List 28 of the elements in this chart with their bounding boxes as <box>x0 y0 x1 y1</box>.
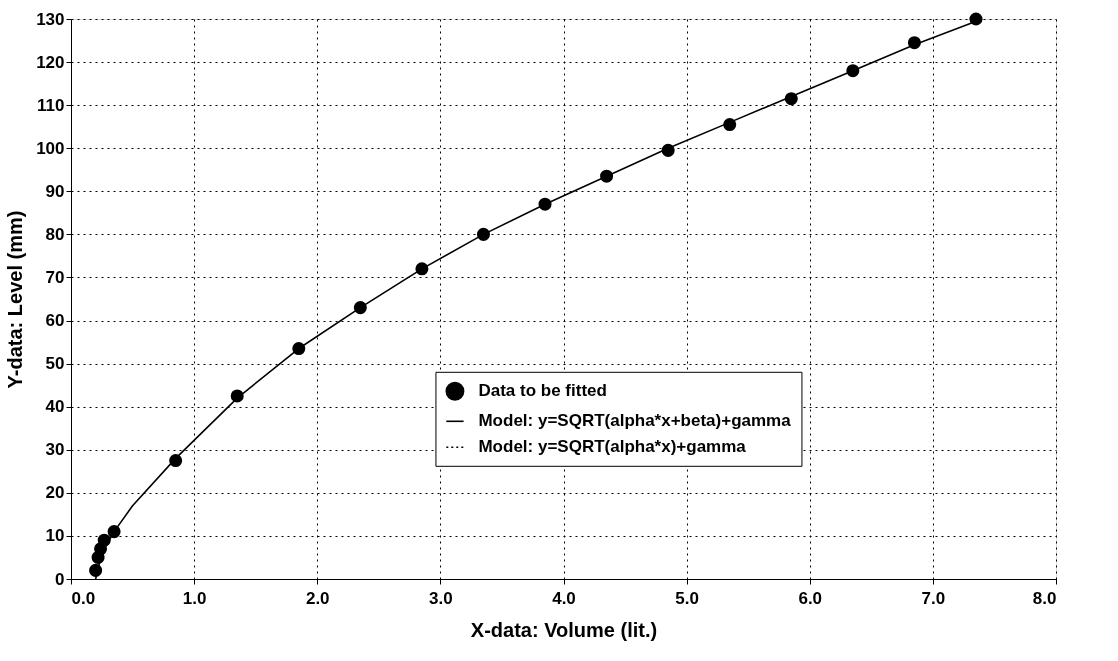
y-tick-label: 60 <box>45 311 65 331</box>
legend-label: Model: y=SQRT(alpha*x+beta)+gamma <box>478 411 792 431</box>
y-tick-label: 110 <box>37 95 65 115</box>
y-tick-label: 40 <box>45 397 65 417</box>
y-axis-title: Y-data: Level (mm) <box>4 210 27 389</box>
x-tick-label: 5.0 <box>675 588 699 608</box>
y-tick-label: 20 <box>45 483 65 503</box>
x-tick-label: 1.0 <box>182 588 207 608</box>
x-tick-label: 4.0 <box>552 588 576 608</box>
y-tick-label: 0 <box>55 569 65 589</box>
y-tick-label: 50 <box>45 354 65 374</box>
x-tick-label: 2.0 <box>305 588 330 608</box>
y-tick-label: 10 <box>45 526 65 546</box>
y-tick-label: 130 <box>36 9 65 29</box>
y-tick-label: 100 <box>36 138 65 158</box>
legend-label: Data to be fitted <box>478 381 607 401</box>
legend-label: Model: y=SQRT(alpha*x)+gamma <box>478 437 747 457</box>
y-tick-label: 80 <box>45 224 65 244</box>
x-tick-label: 0.0 <box>71 588 96 608</box>
y-tick-label: 70 <box>45 267 65 287</box>
x-tick-label: 3.0 <box>429 588 453 608</box>
y-tick-label: 30 <box>45 440 65 460</box>
x-axis-title: X-data: Volume (lit.) <box>470 618 658 641</box>
x-tick-label: 6.0 <box>798 588 823 608</box>
y-tick-label: 90 <box>45 181 65 201</box>
y-tick-label: 120 <box>36 52 65 72</box>
x-tick-label: 8.0 <box>1032 588 1057 608</box>
x-tick-label: 7.0 <box>921 588 946 608</box>
